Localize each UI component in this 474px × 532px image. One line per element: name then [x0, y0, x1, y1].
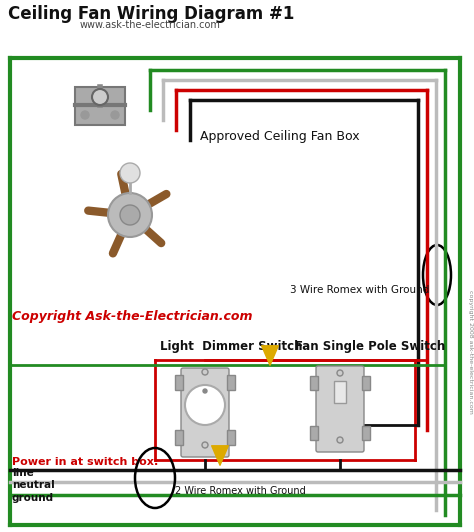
Circle shape	[120, 163, 140, 183]
Text: Ceiling Fan Wiring Diagram #1: Ceiling Fan Wiring Diagram #1	[8, 5, 294, 23]
Text: Fan Single Pole Switch: Fan Single Pole Switch	[295, 340, 445, 353]
Text: ground: ground	[12, 493, 54, 503]
Text: 2 Wire Romex with Ground: 2 Wire Romex with Ground	[175, 486, 306, 496]
Bar	[75, 87, 125, 125]
Circle shape	[92, 89, 108, 105]
FancyArrowPatch shape	[262, 346, 278, 365]
Circle shape	[108, 193, 152, 237]
Text: Approved Ceiling Fan Box: Approved Ceiling Fan Box	[200, 130, 360, 143]
Circle shape	[203, 389, 207, 393]
Bar	[310, 426, 318, 440]
Text: copyright 2008 ask-the-electrician.com: copyright 2008 ask-the-electrician.com	[468, 290, 473, 414]
Bar	[175, 375, 183, 390]
FancyBboxPatch shape	[181, 368, 229, 457]
Circle shape	[111, 111, 119, 119]
Text: line: line	[12, 468, 34, 478]
Circle shape	[185, 385, 225, 425]
FancyArrowPatch shape	[212, 446, 228, 465]
Bar	[310, 376, 318, 390]
Bar	[175, 430, 183, 445]
Bar	[227, 430, 235, 445]
Circle shape	[120, 205, 140, 225]
Circle shape	[202, 369, 208, 375]
Text: neutral: neutral	[12, 480, 55, 490]
Text: Power in at switch box:: Power in at switch box:	[12, 457, 158, 467]
Bar	[362, 376, 370, 390]
Circle shape	[337, 370, 343, 376]
Text: www.ask-the-electrician.com: www.ask-the-electrician.com	[80, 20, 221, 30]
Circle shape	[337, 437, 343, 443]
Bar	[227, 375, 235, 390]
Circle shape	[202, 442, 208, 448]
Text: Copyright Ask-the-Electrician.com: Copyright Ask-the-Electrician.com	[12, 310, 253, 323]
FancyBboxPatch shape	[316, 366, 364, 452]
Bar	[362, 426, 370, 440]
Circle shape	[81, 111, 89, 119]
Bar	[334, 381, 346, 403]
Text: Light  Dimmer Switch: Light Dimmer Switch	[160, 340, 302, 353]
Text: 3 Wire Romex with Ground: 3 Wire Romex with Ground	[290, 285, 429, 295]
